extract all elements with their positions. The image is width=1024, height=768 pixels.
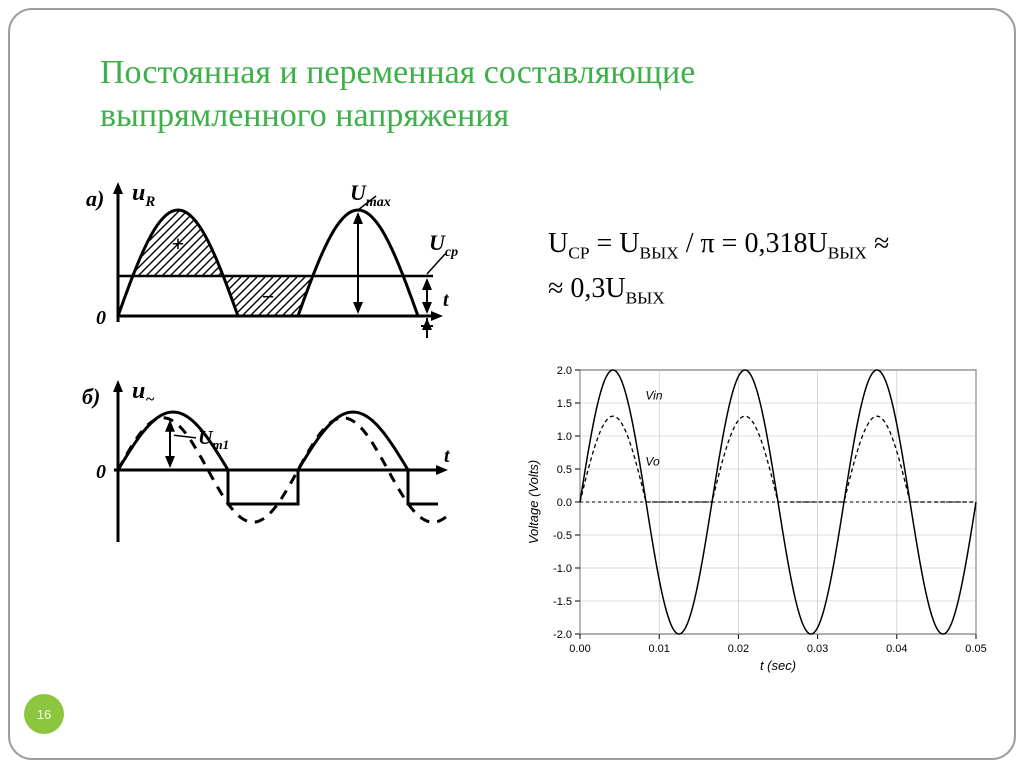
- svg-text:-1.5: -1.5: [553, 596, 572, 608]
- svg-text:1.0: 1.0: [557, 431, 572, 443]
- svg-text:u~: u~: [132, 378, 154, 408]
- svg-text:-0.5: -0.5: [553, 530, 572, 542]
- svg-text:0: 0: [96, 307, 106, 329]
- svg-text:1.5: 1.5: [557, 398, 572, 410]
- svg-text:Umax: Umax: [350, 180, 391, 210]
- slide-title: Постоянная и переменная составляющие вып…: [100, 52, 920, 137]
- svg-text:0.02: 0.02: [728, 643, 749, 655]
- formula-line-2: ≈ 0,3UВЫХ: [548, 267, 988, 312]
- svg-text:-2.0: -2.0: [553, 629, 572, 641]
- svg-text:uR: uR: [132, 180, 155, 210]
- svg-text:Vin: Vin: [645, 389, 662, 403]
- svg-text:0.04: 0.04: [886, 643, 907, 655]
- svg-text:+: +: [172, 231, 185, 256]
- svg-text:0.00: 0.00: [569, 643, 590, 655]
- svg-text:0.05: 0.05: [965, 643, 986, 655]
- page-number: 16: [37, 707, 51, 722]
- svg-text:t: t: [444, 445, 451, 467]
- svg-text:Vo: Vo: [645, 455, 660, 469]
- svg-text:б): б): [82, 384, 100, 409]
- svg-text:t (sec): t (sec): [760, 658, 796, 673]
- svg-text:0.01: 0.01: [648, 643, 669, 655]
- svg-text:2.0: 2.0: [557, 365, 572, 377]
- formula-block: UСР = UВЫХ / π = 0,318UВЫХ ≈ ≈ 0,3UВЫХ: [548, 222, 988, 313]
- svg-text:-1.0: -1.0: [553, 563, 572, 575]
- svg-text:0.5: 0.5: [557, 464, 572, 476]
- diagram-a: +−а)uRUmaxUсрt0: [78, 176, 468, 352]
- svg-text:Voltage (Volts): Voltage (Volts): [526, 460, 541, 544]
- page-number-badge: 16: [24, 694, 64, 734]
- svg-text:−: −: [262, 284, 275, 309]
- svg-text:0.0: 0.0: [557, 497, 572, 509]
- formula-line-1: UСР = UВЫХ / π = 0,318UВЫХ ≈: [548, 222, 988, 267]
- svg-text:Um1: Um1: [198, 427, 229, 452]
- svg-text:а): а): [86, 186, 104, 211]
- voltage-chart: 0.00 0.01 0.02 0.03 0.04 0.05 -2.0 -1.5 -1.0 -0.5…: [522, 358, 990, 678]
- svg-text:0.03: 0.03: [807, 643, 828, 655]
- svg-text:0: 0: [96, 461, 106, 483]
- diagram-b: б) u~ Um1 t 0: [78, 370, 468, 570]
- svg-text:t: t: [443, 289, 450, 311]
